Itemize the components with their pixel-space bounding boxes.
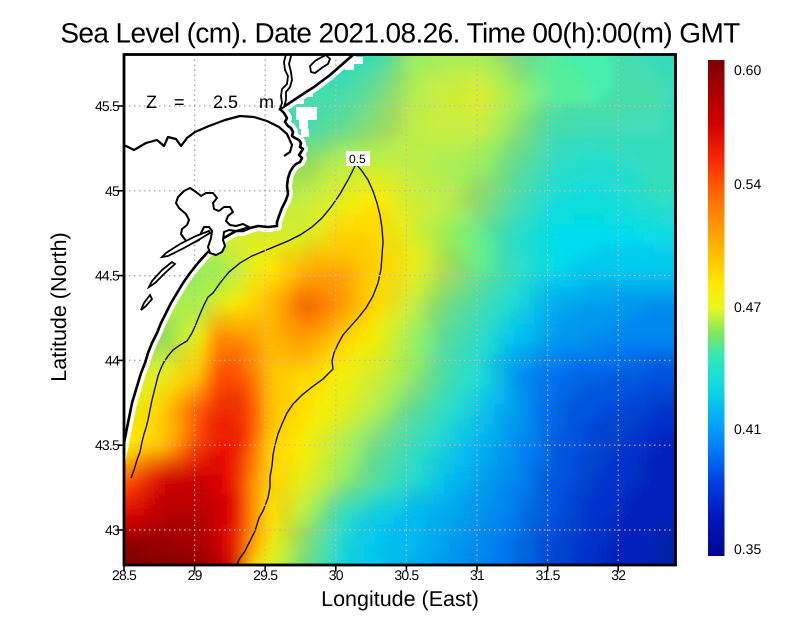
svg-text:28.5: 28.5 — [112, 567, 137, 583]
svg-text:30.5: 30.5 — [394, 567, 419, 583]
svg-text:Z: Z — [146, 92, 157, 112]
svg-text:Longitude (East): Longitude (East) — [321, 587, 479, 611]
svg-text:=: = — [174, 92, 185, 112]
svg-text:0.5: 0.5 — [349, 152, 366, 166]
svg-text:29: 29 — [188, 567, 203, 583]
svg-text:0.60: 0.60 — [734, 62, 761, 78]
svg-text:31: 31 — [470, 567, 485, 583]
svg-text:43.5: 43.5 — [95, 437, 120, 453]
svg-text:0.47: 0.47 — [734, 299, 761, 315]
svg-text:44.5: 44.5 — [95, 268, 120, 284]
svg-text:44: 44 — [105, 352, 120, 368]
svg-text:45.5: 45.5 — [95, 98, 120, 114]
svg-text:32: 32 — [611, 567, 626, 583]
svg-text:31.5: 31.5 — [536, 567, 561, 583]
svg-text:0.35: 0.35 — [734, 541, 761, 557]
svg-text:Sea Level (cm). Date 2021.08.2: Sea Level (cm). Date 2021.08.26. Time 00… — [60, 18, 740, 49]
svg-text:0.41: 0.41 — [734, 421, 761, 437]
svg-text:30: 30 — [329, 567, 344, 583]
svg-text:m: m — [259, 92, 274, 112]
svg-text:29.5: 29.5 — [253, 567, 278, 583]
svg-text:0.54: 0.54 — [734, 176, 761, 192]
svg-text:2.5: 2.5 — [213, 92, 238, 112]
svg-text:43: 43 — [105, 522, 120, 538]
svg-text:45: 45 — [105, 183, 120, 199]
svg-text:Latitude (North): Latitude (North) — [47, 232, 71, 381]
